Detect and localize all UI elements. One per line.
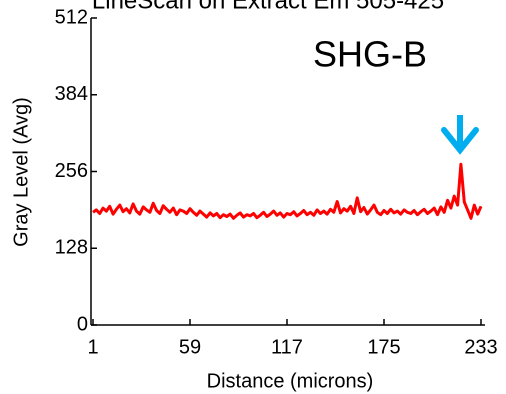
x-tick-label: 59: [179, 336, 201, 358]
chart-title: LineScan on Extract Em 505-425: [92, 0, 444, 14]
y-tick-label: 128: [55, 237, 88, 259]
x-tick-label: 175: [367, 336, 400, 358]
annotation: SHG-B: [313, 34, 427, 75]
x-tick-label: 117: [271, 336, 303, 358]
x-tick-label: 233: [464, 336, 497, 358]
x-tick-label: 1: [87, 336, 98, 358]
y-tick-label: 0: [77, 313, 88, 335]
y-tick-label: 384: [55, 83, 88, 105]
y-tick-label: 256: [55, 160, 88, 182]
y-axis-label: Gray Level (Avg): [10, 97, 32, 247]
y-tick-label: 512: [55, 6, 88, 28]
arrow-head: [441, 127, 479, 155]
x-axis-label: Distance (microns): [207, 370, 374, 392]
data-line: [92, 162, 483, 220]
